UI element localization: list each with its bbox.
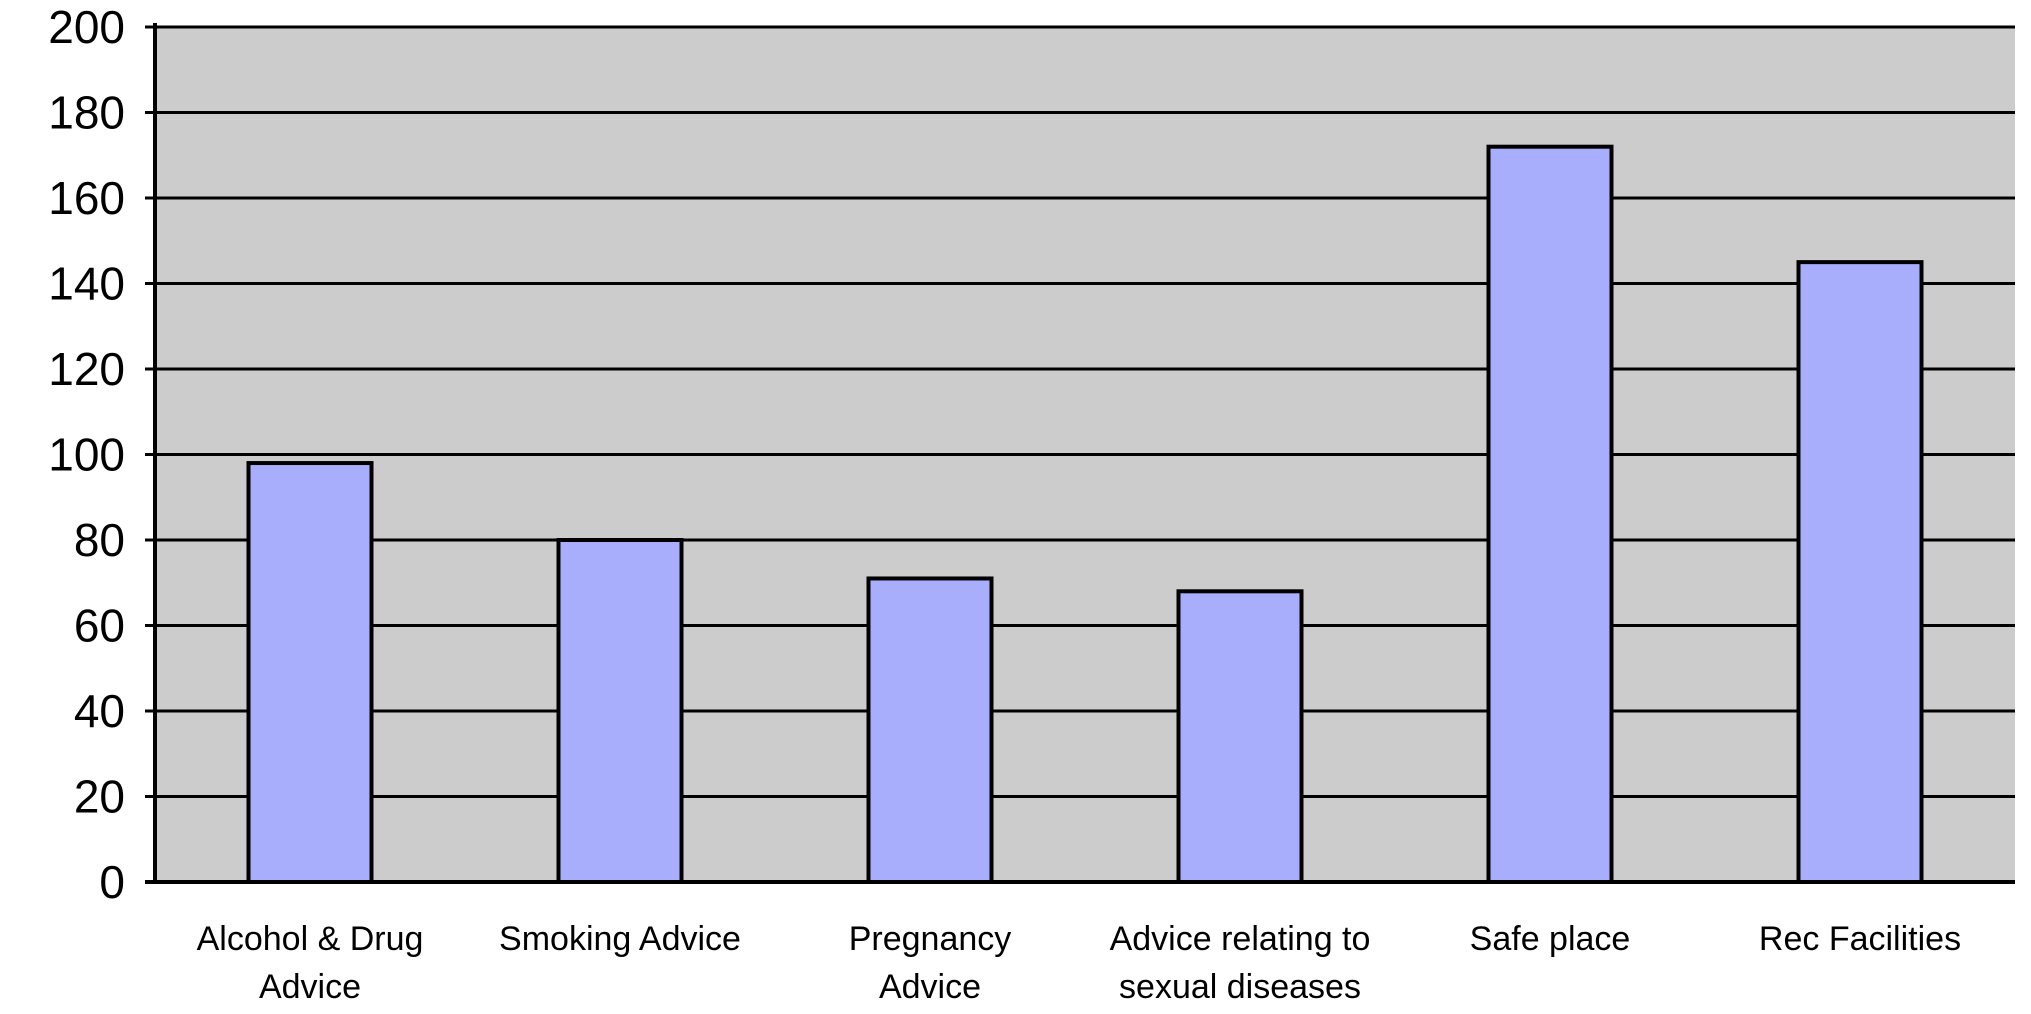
x-tick-label: Advice relating to sexual diseases — [1110, 920, 1371, 1006]
y-tick-label: 80 — [74, 514, 125, 566]
x-tick-labels: Alcohol & Drug Advice Smoking Advice Pregna… — [197, 920, 1961, 1006]
x-tick-label: Pregnancy Advice — [849, 920, 1012, 1006]
y-tick-label: 100 — [48, 429, 125, 481]
bar — [1796, 260, 1924, 884]
y-tick-label: 200 — [48, 1, 125, 53]
x-tick-label: Alcohol & Drug Advice — [197, 920, 424, 1006]
bar — [246, 461, 374, 884]
bar — [1176, 589, 1304, 884]
x-tick-label: Safe place — [1470, 920, 1631, 958]
y-tick-label: 20 — [74, 771, 125, 823]
y-tick-label: 40 — [74, 685, 125, 737]
y-tick-label: 120 — [48, 343, 125, 395]
bar — [556, 538, 684, 884]
x-tick-label: Smoking Advice — [499, 920, 741, 958]
bar — [1486, 144, 1614, 884]
y-tick-label: 140 — [48, 258, 125, 310]
bars — [246, 144, 1924, 884]
y-tick-labels: 0 20 40 60 80 100 120 140 160 180 200 — [48, 1, 125, 908]
bar — [866, 576, 994, 884]
y-tick-label: 180 — [48, 87, 125, 139]
y-tick-label: 0 — [99, 856, 125, 908]
axes — [145, 23, 2015, 884]
y-tick-label: 160 — [48, 172, 125, 224]
gridlines — [145, 25, 2015, 884]
y-tick-label: 60 — [74, 600, 125, 652]
x-tick-label: Rec Facilities — [1759, 920, 1961, 958]
